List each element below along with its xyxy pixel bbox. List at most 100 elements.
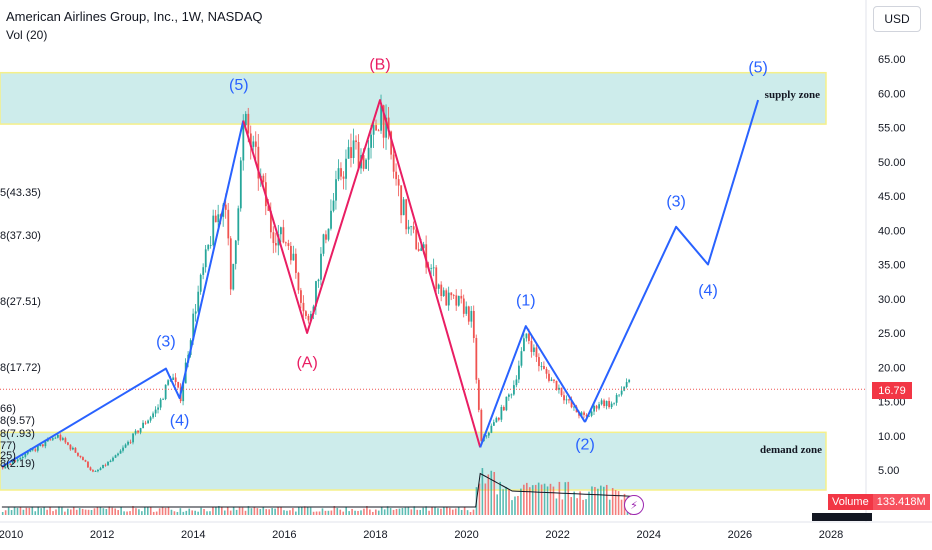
candle-body (505, 396, 508, 411)
candle-body (397, 179, 400, 186)
volume-bar (215, 506, 217, 515)
volume-bar (534, 484, 537, 515)
volume-bar (395, 509, 398, 515)
volume-bar (354, 510, 356, 515)
volume-bar (531, 485, 534, 515)
candle-body (380, 105, 383, 131)
candle-body (77, 452, 79, 456)
candle-body (320, 253, 322, 280)
volume-bar (543, 483, 546, 515)
volume-bar (34, 511, 37, 515)
candle-body (487, 432, 490, 436)
candle-body (563, 395, 565, 401)
candle-body (172, 377, 175, 380)
candle-body (620, 390, 623, 395)
candle-body (462, 298, 465, 314)
candle-body (558, 387, 560, 390)
candle-body (417, 249, 420, 251)
volume-bar (537, 482, 540, 515)
volume-bar (123, 511, 125, 515)
candle-body (407, 226, 410, 230)
left-edge-label: 8(27.51) (0, 296, 41, 308)
volume-bar (600, 485, 602, 515)
volume-bar (585, 499, 587, 515)
candle-body (214, 215, 217, 223)
candle-body (508, 394, 510, 397)
volume-bar (37, 506, 40, 515)
candle-body (142, 422, 144, 429)
candle-body (232, 263, 235, 290)
candle-body (485, 435, 488, 437)
volume-bar (16, 507, 19, 515)
candle-body (585, 414, 588, 417)
volume-bar (528, 487, 531, 515)
candle-body (520, 351, 523, 366)
supply-zone-label: supply zone (765, 89, 820, 101)
candle-body (227, 209, 230, 239)
volume-bar (102, 508, 105, 515)
wave-label: (3) (666, 193, 686, 210)
candle-body (495, 417, 498, 423)
volume-bar (614, 490, 617, 515)
candle-body (440, 284, 443, 297)
volume-bar (138, 509, 140, 515)
volume-bar (170, 509, 173, 515)
volume-bar (422, 507, 424, 515)
candle-body (59, 434, 62, 440)
candle-body (204, 249, 207, 268)
volume-bar (552, 486, 555, 515)
candle-body (292, 253, 295, 261)
lightning-icon[interactable]: ⚡ (624, 495, 644, 515)
volume-bar (223, 510, 226, 515)
candle-body (132, 433, 134, 443)
volume-bar (4, 510, 7, 515)
candle-body (62, 438, 64, 440)
candle-body (372, 125, 375, 135)
currency-button[interactable]: USD (873, 6, 921, 32)
volume-bar (315, 511, 318, 515)
volume-bar (517, 495, 519, 515)
volume-bar (144, 506, 146, 515)
candle-body (628, 379, 631, 383)
candle-body (192, 313, 195, 341)
volume-bar (366, 506, 368, 515)
candle-body (92, 470, 94, 472)
volume-bar (330, 510, 333, 515)
candle-body (510, 394, 513, 396)
volume-bar (7, 507, 10, 515)
candle-body (598, 404, 601, 409)
candle-body (217, 214, 220, 223)
candle-body (402, 199, 405, 216)
left-edge-label: 25) (0, 450, 16, 462)
wave-label: (4) (170, 412, 190, 429)
volume-bar (449, 507, 451, 515)
wave-label: (5) (748, 60, 768, 77)
volume-bar (256, 508, 259, 515)
candle-body (610, 403, 613, 408)
candle-body (134, 430, 137, 434)
candle-body (224, 204, 227, 210)
last-price-tag: 16.79 (872, 382, 912, 399)
candle-body (450, 292, 453, 296)
candle-body (590, 411, 593, 416)
volume-bar (318, 511, 321, 515)
candle-body (295, 253, 297, 273)
volume-bar (78, 508, 81, 515)
candle-body (244, 113, 247, 126)
candle-body (533, 347, 535, 352)
candle-body (400, 185, 403, 216)
volume-bar (167, 506, 170, 515)
volume-bar (540, 484, 543, 515)
candle-body (530, 340, 533, 352)
volume-indicator-label[interactable]: Vol (20) (6, 28, 48, 42)
candle-body (410, 226, 413, 228)
candle-body (425, 244, 428, 268)
candle-body (345, 158, 347, 179)
candle-body (149, 417, 152, 421)
volume-bar (238, 507, 241, 515)
candle-body (157, 407, 160, 410)
candle-body (162, 399, 165, 400)
candle-body (492, 422, 495, 426)
candle-body (387, 117, 390, 132)
